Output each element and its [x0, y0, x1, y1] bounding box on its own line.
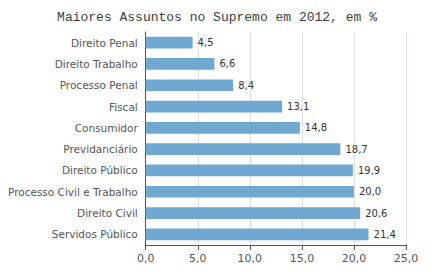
- svg-text:20,0: 20,0: [359, 186, 381, 197]
- svg-text:13,1: 13,1: [287, 101, 309, 112]
- svg-text:21,4: 21,4: [374, 229, 396, 240]
- svg-text:Previdanciário: Previdanciário: [63, 143, 137, 155]
- svg-text:5,0: 5,0: [189, 252, 207, 265]
- svg-text:14,8: 14,8: [305, 122, 327, 133]
- svg-text:Consumidor: Consumidor: [75, 122, 139, 134]
- svg-text:19,9: 19,9: [358, 165, 380, 176]
- svg-text:25,0: 25,0: [394, 252, 419, 265]
- svg-text:0,0: 0,0: [137, 252, 155, 265]
- svg-text:20,0: 20,0: [342, 252, 367, 265]
- svg-text:Maiores Assuntos no Supremo em: Maiores Assuntos no Supremo em 2012, em …: [57, 10, 377, 25]
- svg-text:Fiscal: Fiscal: [109, 101, 138, 113]
- svg-text:Servidos Público: Servidos Público: [52, 228, 138, 240]
- svg-text:Processo Penal: Processo Penal: [60, 79, 138, 91]
- svg-text:20,6: 20,6: [365, 208, 387, 219]
- svg-text:8,4: 8,4: [238, 80, 254, 91]
- svg-text:6,6: 6,6: [219, 58, 235, 69]
- svg-text:Direito Penal: Direito Penal: [71, 37, 138, 49]
- svg-text:18,7: 18,7: [345, 144, 367, 155]
- svg-text:15,0: 15,0: [290, 252, 315, 265]
- svg-text:10,0: 10,0: [238, 252, 262, 265]
- svg-text:4,5: 4,5: [198, 37, 214, 48]
- svg-text:Direito Público: Direito Público: [62, 164, 138, 176]
- svg-text:Processo Civil e Trabalho: Processo Civil e Trabalho: [8, 186, 138, 198]
- svg-text:Direito Civil: Direito Civil: [77, 207, 138, 219]
- svg-text:Direito Trabalho: Direito Trabalho: [55, 58, 138, 70]
